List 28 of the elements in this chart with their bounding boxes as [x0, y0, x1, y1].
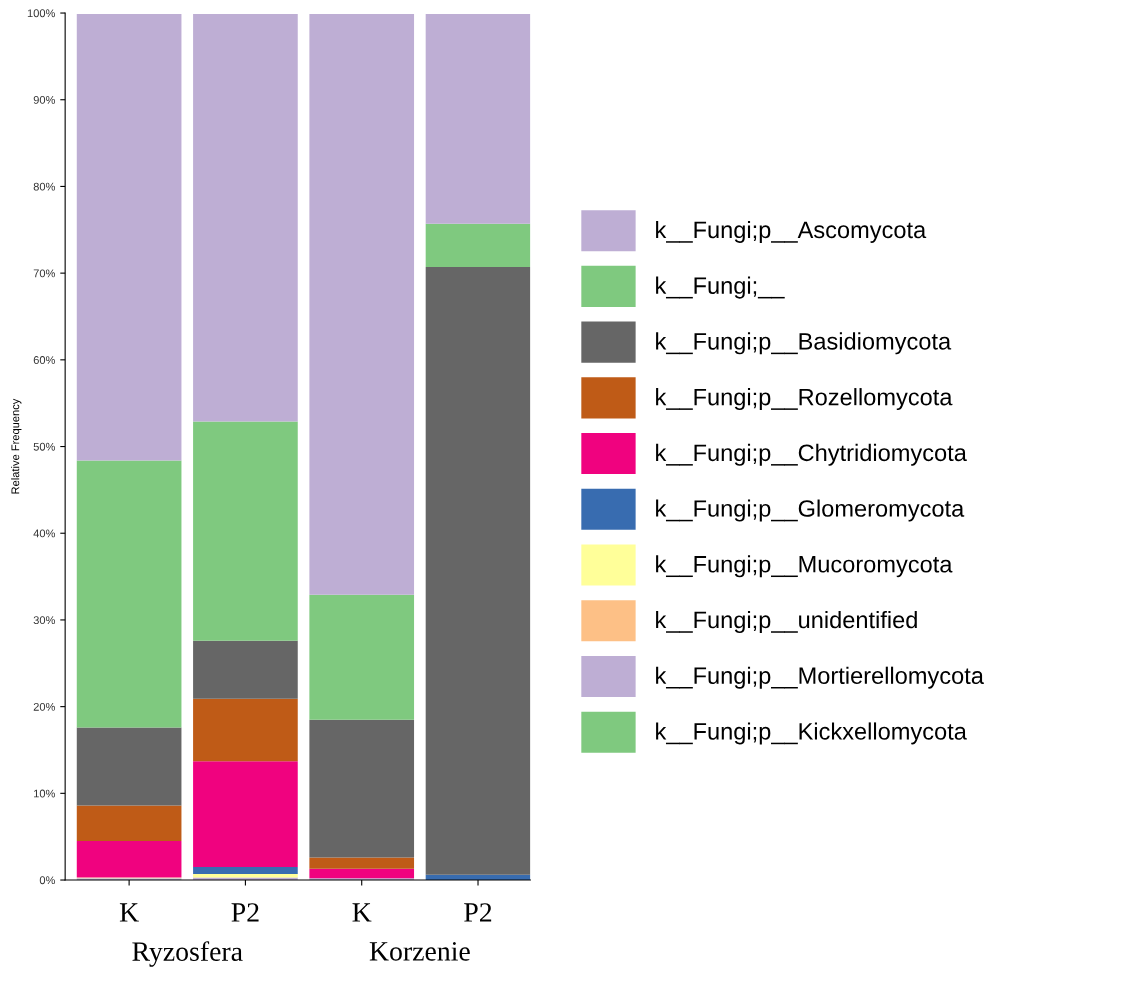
y-tick-label: 50%: [33, 442, 56, 451]
text: Ryzosfera: [132, 941, 243, 967]
y-axis-title: Relative Frequency: [11, 398, 22, 494]
y-tick-label: 70%: [33, 269, 56, 278]
legend-label: k__Fungi;__: [656, 276, 785, 299]
y-tick-label: 0%: [39, 876, 56, 885]
legend-label: k__Fungi;p__Basidiomycota: [656, 332, 952, 355]
legend-label: k__Fungi;p__Rozellomycota: [656, 388, 953, 411]
y-tick-label: 30%: [33, 616, 56, 625]
y-tick-label: 60%: [33, 356, 56, 364]
x-tick-label: P2: [231, 903, 259, 922]
legend-label: k__Fungi;p__Mortierellomycota: [656, 666, 984, 689]
x-tick-label: K: [352, 903, 372, 922]
y-tick-label: 90%: [33, 96, 56, 104]
legend-label: k__Fungi;p__Mucoromycota: [656, 555, 953, 578]
y-tick-label: 20%: [33, 702, 56, 711]
x-tick-label: P2: [464, 903, 492, 922]
legend-label: k__Fungi;p__unidentified: [656, 610, 917, 633]
legend-label: k__Fungi;p__Glomeromycota: [656, 499, 965, 522]
y-tick-label: 80%: [33, 182, 56, 191]
x-tick-label: K: [119, 903, 139, 922]
legend-label: k__Fungi;p__Kickxellomycota: [656, 722, 967, 745]
legend-label: k__Fungi;p__Chytridiomycota: [656, 443, 967, 466]
y-tick-label: 10%: [34, 789, 56, 798]
legend-label: k__Fungi;p__Ascomycota: [656, 220, 927, 243]
y-tick-label: 100%: [27, 9, 56, 18]
text: Korzenie: [369, 942, 470, 961]
y-tick-label: 40%: [33, 529, 56, 538]
